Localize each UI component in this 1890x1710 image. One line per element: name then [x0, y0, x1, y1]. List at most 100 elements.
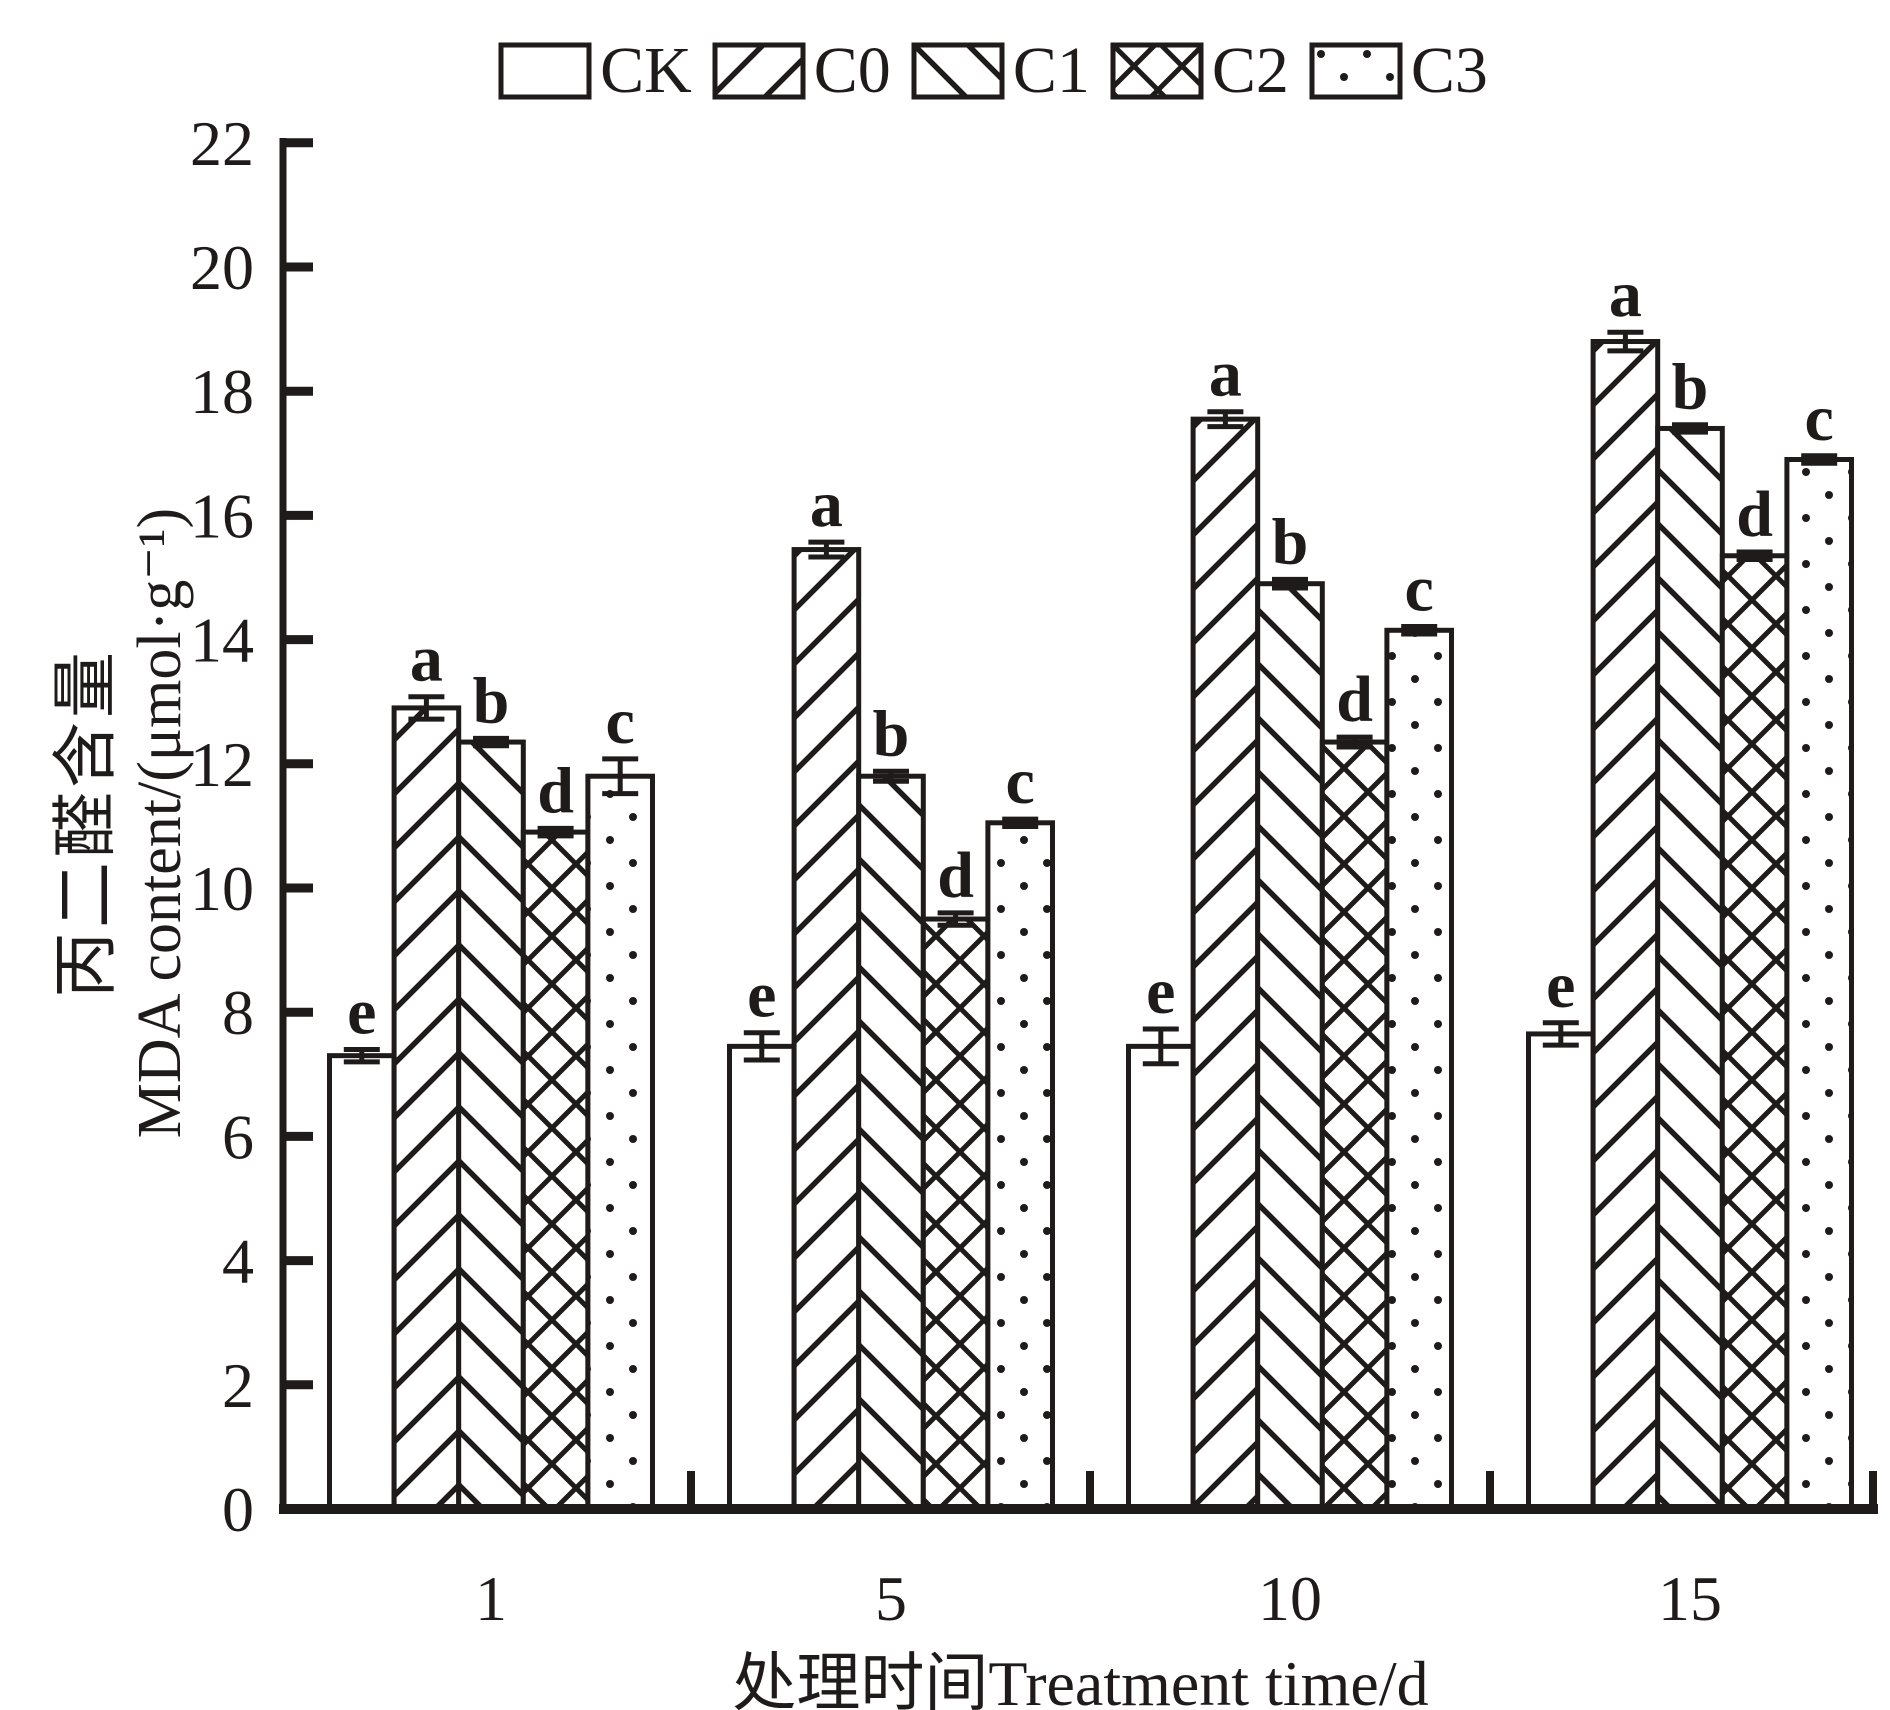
- bar-C3-day15: [1784, 457, 1855, 1512]
- bar-C0-day1: [391, 705, 462, 1512]
- legend-swatch-hatch-backward-diagonal-icon: [911, 42, 1005, 100]
- legend-swatch-rect: [1110, 42, 1204, 100]
- error-bar-CK-day5: [743, 1030, 780, 1063]
- error-bar-CK-day1: [343, 1046, 380, 1065]
- error-bar-C2-day15: [1736, 549, 1773, 562]
- y-axis-title-english: MDA content/(μmol·g⁻¹): [126, 507, 194, 1139]
- x-category-label-5: 5: [875, 1563, 907, 1634]
- x-category-label-15: 15: [1658, 1563, 1722, 1634]
- sig-letter-C0-day5: a: [810, 468, 843, 541]
- y-tick-label-6: 6: [222, 1101, 254, 1172]
- bar-CK-day5: [727, 1043, 797, 1512]
- error-bar-C0-day1: [408, 694, 445, 722]
- error-bar-C3-day15: [1801, 453, 1838, 466]
- sig-letter-CK-day5: e: [747, 959, 776, 1032]
- error-bar-CK-day15: [1542, 1020, 1579, 1048]
- sig-letter-C3-day5: c: [1006, 745, 1035, 818]
- bar-CK-day1: [327, 1053, 397, 1512]
- legend-label-C2: C2: [1211, 34, 1289, 107]
- legend-item-C1: C1: [911, 38, 1090, 104]
- sig-letter-CK-day15: e: [1546, 949, 1575, 1022]
- legend-swatch-rect: [712, 42, 806, 100]
- legend-swatch-rect: [911, 42, 1005, 100]
- sig-letter-C0-day1: a: [410, 623, 443, 696]
- bar-C1-day10: [1255, 581, 1325, 1512]
- sig-letter-C2-day10: d: [1336, 663, 1373, 736]
- error-bar-C2-day1: [537, 825, 574, 839]
- bar-C1-day5: [856, 773, 926, 1512]
- legend-item-C2: C2: [1110, 38, 1289, 104]
- error-bar-CK-day10: [1142, 1026, 1179, 1067]
- sig-letter-C3-day10: c: [1405, 553, 1434, 626]
- y-tick-label-22: 22: [190, 108, 254, 179]
- bar-C2-day15: [1719, 553, 1790, 1512]
- y-axis-title-chinese: 丙二醛含量: [50, 648, 123, 998]
- error-bar-C1-day5: [873, 768, 909, 784]
- legend-swatch-crosshatch-icon: [1110, 42, 1204, 100]
- legend-swatch-dots-icon: [1309, 42, 1403, 100]
- bar-C2-day1: [520, 829, 591, 1512]
- x-axis-title: 处理时间Treatment time/d: [732, 1648, 1429, 1710]
- x-category-label-10: 10: [1258, 1563, 1322, 1634]
- sig-letter-CK-day10: e: [1146, 955, 1175, 1028]
- bar-C1-day15: [1655, 425, 1725, 1512]
- bar-C3-day10: [1384, 627, 1455, 1512]
- sig-letter-C0-day10: a: [1209, 338, 1242, 411]
- error-bar-C1-day10: [1272, 576, 1308, 591]
- error-bar-C0-day5: [808, 539, 845, 560]
- legend-swatch-rect: [1309, 42, 1403, 100]
- y-tick-label-0: 0: [222, 1474, 254, 1545]
- legend-label-C0: C0: [813, 34, 891, 107]
- y-tick-label-20: 20: [190, 232, 254, 303]
- legend-label-CK: CK: [600, 34, 692, 107]
- legend-swatch-plain-icon: [498, 42, 592, 100]
- bar-C3-day1: [585, 773, 656, 1512]
- x-category-label-1: 1: [475, 1563, 507, 1634]
- bar-C1-day1: [456, 739, 526, 1512]
- error-bar-C3-day1: [602, 756, 639, 797]
- sig-letter-C2-day5: d: [937, 839, 974, 912]
- error-bar-C1-day15: [1672, 422, 1708, 435]
- legend-item-C3: C3: [1309, 38, 1488, 104]
- sig-letter-C1-day15: b: [1672, 351, 1709, 424]
- sig-letter-C3-day15: c: [1805, 382, 1834, 455]
- y-tick-label-12: 12: [190, 729, 254, 800]
- bar-CK-day15: [1526, 1031, 1596, 1512]
- error-bar-C3-day10: [1401, 624, 1438, 637]
- y-tick-label-8: 8: [222, 977, 254, 1048]
- y-axis-title: 丙二醛含量 MDA content/(μmol·g⁻¹): [50, 123, 200, 1523]
- legend-item-C0: C0: [712, 38, 891, 104]
- chart-legend: CK C0 C1 C2 C3: [0, 38, 1890, 104]
- error-bar-C3-day5: [1002, 816, 1039, 830]
- error-bar-C0-day10: [1207, 409, 1244, 430]
- sig-letter-CK-day1: e: [347, 975, 376, 1048]
- bar-C0-day15: [1590, 339, 1661, 1512]
- bar-C3-day5: [985, 820, 1056, 1512]
- bar-CK-day10: [1126, 1043, 1196, 1512]
- bar-C0-day10: [1190, 416, 1261, 1512]
- sig-letter-C2-day15: d: [1736, 478, 1773, 551]
- sig-letter-C2-day1: d: [537, 754, 574, 827]
- error-bar-C1-day1: [473, 735, 509, 749]
- error-bar-C2-day10: [1336, 734, 1373, 750]
- y-tick-label-14: 14: [190, 605, 254, 676]
- sig-letter-C1-day10: b: [1272, 505, 1309, 578]
- legend-swatch-hatch-forward-diagonal-icon: [712, 42, 806, 100]
- error-bar-C0-day15: [1607, 329, 1644, 354]
- y-tick-label-4: 4: [222, 1226, 254, 1297]
- bar-C0-day5: [791, 547, 862, 1512]
- error-bar-C2-day5: [937, 910, 974, 928]
- y-tick-label-10: 10: [190, 853, 254, 924]
- y-tick-label-16: 16: [190, 480, 254, 551]
- y-tick-label-18: 18: [190, 356, 254, 427]
- bar-C2-day5: [920, 916, 991, 1512]
- sig-letter-C3-day1: c: [606, 685, 635, 758]
- legend-label-C3: C3: [1410, 34, 1488, 107]
- sig-letter-C1-day1: b: [473, 664, 510, 737]
- legend-label-C1: C1: [1012, 34, 1090, 107]
- legend-swatch-rect: [498, 42, 592, 100]
- legend-item-CK: CK: [498, 38, 692, 104]
- sig-letter-C1-day5: b: [873, 697, 910, 770]
